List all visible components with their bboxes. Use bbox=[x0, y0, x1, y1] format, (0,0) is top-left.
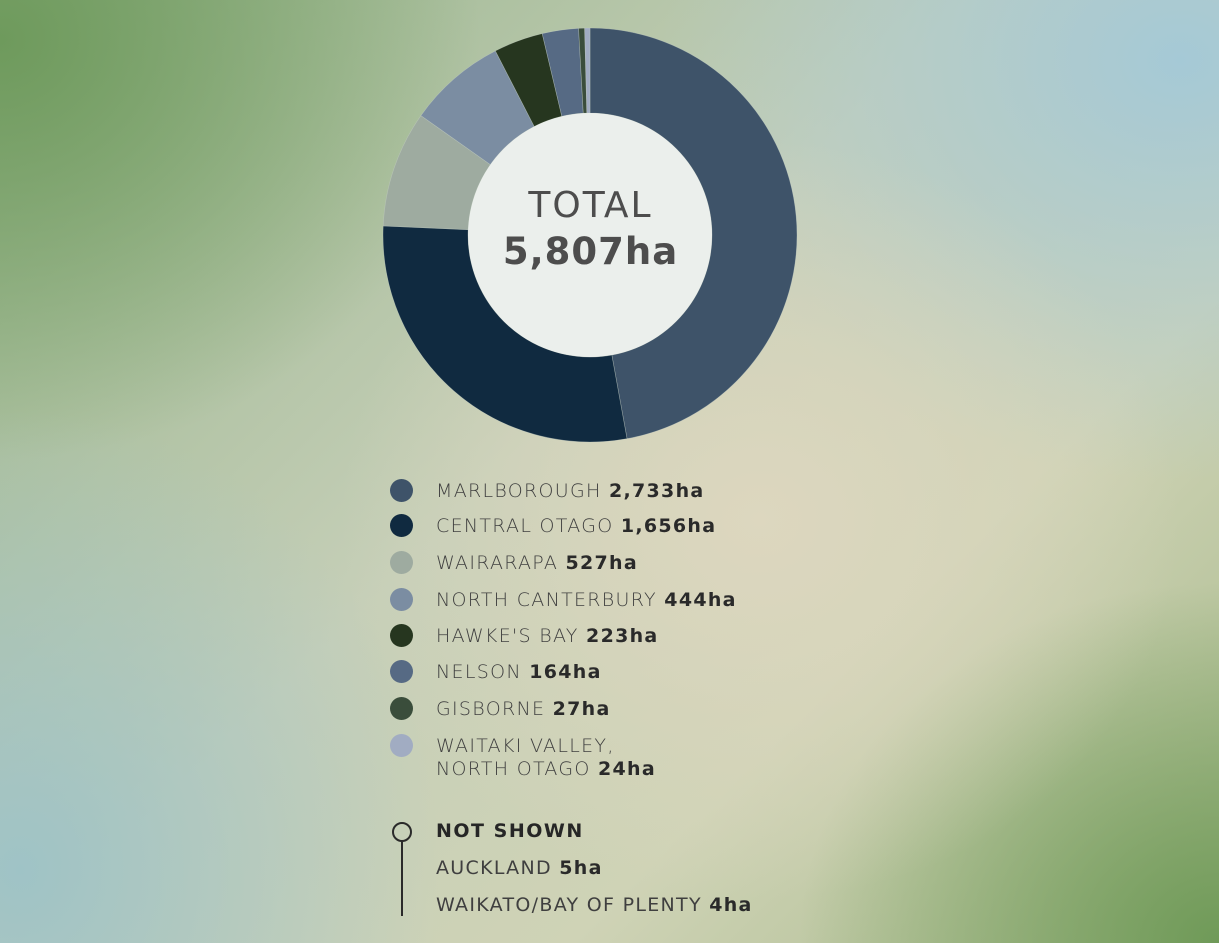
legend-region: HAWKE'S BAY bbox=[436, 625, 579, 647]
legend-value: 27ha bbox=[552, 698, 611, 720]
legend-value: 527ha bbox=[565, 552, 639, 574]
legend-value: 444ha bbox=[664, 589, 737, 611]
legend-item: HAWKE'S BAY 223ha bbox=[390, 624, 1170, 648]
legend-swatch bbox=[390, 697, 413, 720]
legend-region: WAITAKI VALLEY, NORTH OTAGO bbox=[436, 735, 615, 780]
legend-value: 1,656ha bbox=[620, 515, 717, 537]
legend-swatch bbox=[390, 479, 413, 502]
not-shown-marker-icon bbox=[392, 822, 412, 842]
total-title: TOTAL bbox=[528, 185, 653, 226]
legend-label: NELSON 164ha bbox=[436, 661, 602, 684]
legend-label: WAIRARAPA 527ha bbox=[436, 552, 638, 575]
legend-swatch bbox=[390, 588, 413, 611]
legend-item: NELSON 164ha bbox=[390, 660, 1170, 684]
legend-label: NORTH CANTERBURY 444ha bbox=[436, 589, 737, 612]
legend-swatch bbox=[390, 660, 413, 683]
total-value: 5,807ha bbox=[502, 230, 679, 273]
legend-item: WAIRARAPA 527ha bbox=[390, 551, 1170, 575]
legend-swatch bbox=[390, 514, 413, 537]
legend-item: MARLBOROUGH 2,733ha bbox=[390, 479, 1170, 503]
legend-swatch bbox=[390, 624, 413, 647]
legend-swatch bbox=[390, 551, 413, 574]
donut-hole bbox=[468, 113, 712, 357]
legend-value: 24ha bbox=[598, 758, 656, 780]
legend-region: WAIRARAPA bbox=[436, 552, 559, 574]
legend-item: GISBORNE 27ha bbox=[390, 697, 1170, 721]
legend-item: CENTRAL OTAGO 1,656ha bbox=[390, 514, 1170, 538]
legend-label: HAWKE'S BAY 223ha bbox=[436, 625, 659, 648]
donut-chart bbox=[382, 27, 798, 443]
legend-region: GISBORNE bbox=[436, 698, 546, 720]
legend-label: MARLBOROUGH 2,733ha bbox=[436, 480, 705, 503]
legend-region: CENTRAL OTAGO bbox=[436, 515, 614, 537]
legend-value: 2,733ha bbox=[608, 480, 705, 502]
legend-value: 223ha bbox=[586, 625, 659, 647]
not-shown-item: AUCKLAND 5ha bbox=[436, 857, 603, 879]
legend-label: GISBORNE 27ha bbox=[436, 698, 611, 721]
donut-center: TOTAL 5,807ha bbox=[468, 185, 713, 277]
legend-item: WAITAKI VALLEY, NORTH OTAGO 24ha bbox=[390, 734, 1170, 781]
not-shown-item: WAIKATO/BAY OF PLENTY 4ha bbox=[436, 894, 753, 916]
not-shown-line bbox=[401, 841, 403, 916]
legend-item: NORTH CANTERBURY 444ha bbox=[390, 588, 1170, 612]
legend-label: WAITAKI VALLEY, NORTH OTAGO 24ha bbox=[436, 735, 656, 781]
legend-swatch bbox=[390, 734, 413, 757]
legend-region: NORTH CANTERBURY bbox=[436, 589, 657, 611]
not-shown-title: NOT SHOWN bbox=[436, 820, 584, 842]
legend-region: NELSON bbox=[436, 661, 522, 683]
legend-label: CENTRAL OTAGO 1,656ha bbox=[436, 515, 716, 538]
legend-region: MARLBOROUGH bbox=[436, 480, 602, 502]
legend-value: 164ha bbox=[529, 661, 602, 683]
